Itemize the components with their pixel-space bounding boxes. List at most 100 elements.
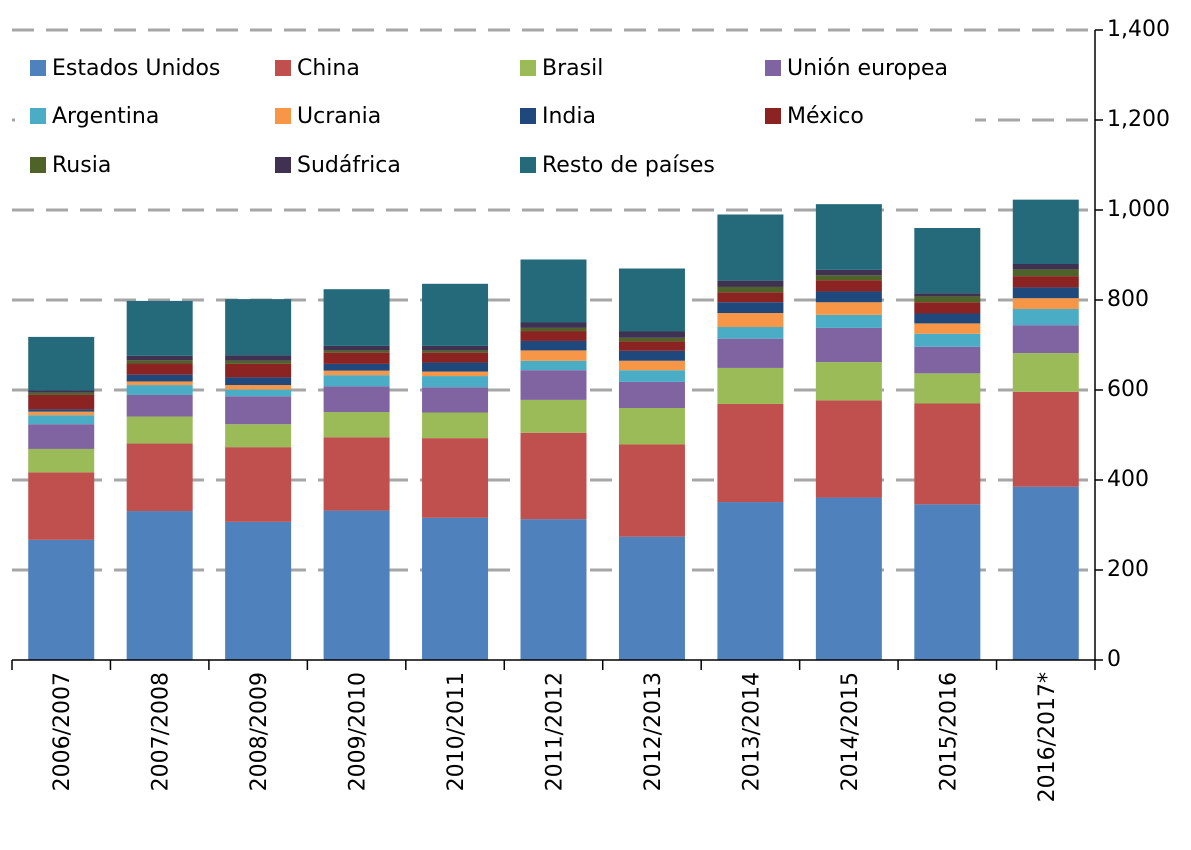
bar-segment (323, 370, 390, 376)
y-tick-label: 0 (1107, 647, 1121, 672)
legend-label: China (297, 56, 360, 81)
bar-segment (1012, 486, 1079, 660)
bar-segment (323, 350, 390, 353)
bar-segment (28, 411, 95, 416)
bar-segment (126, 360, 193, 364)
bar-segment (815, 275, 882, 281)
bar-segment (618, 360, 685, 371)
bar-segment (914, 228, 981, 294)
bar-segment (225, 389, 292, 397)
bar-segment (815, 269, 882, 276)
bar-segment (1012, 353, 1079, 392)
bar-segment (1012, 199, 1079, 264)
x-tick-label: 2009/2010 (346, 672, 371, 791)
bar-segment (1012, 325, 1079, 354)
bar-segment (717, 286, 784, 293)
bar-segment (520, 327, 587, 332)
legend-label: Estados Unidos (52, 56, 220, 81)
bar-segment (1012, 269, 1079, 277)
bar-segment (815, 400, 882, 498)
bar-segment (225, 385, 292, 390)
bar-segment (618, 341, 685, 351)
bar-segment (422, 387, 489, 413)
bar-segment (126, 374, 193, 382)
bar-segment (520, 370, 587, 400)
bar-segment (815, 314, 882, 328)
x-tick-label: 2011/2012 (543, 672, 568, 791)
bar-segment (323, 289, 390, 346)
bar-segment (618, 444, 685, 537)
bar-segment (323, 386, 390, 413)
bar-segment (815, 291, 882, 303)
legend-swatch (520, 108, 536, 124)
bar-segment (815, 327, 882, 363)
bar-segment (422, 438, 489, 518)
bar-segment (422, 352, 489, 363)
bar-segment (422, 345, 489, 351)
x-tick-label: 2014/2015 (838, 672, 863, 791)
legend-label: Sudáfrica (297, 153, 401, 178)
bar-segment (126, 300, 193, 356)
bar-segment (914, 296, 981, 303)
bar-segment (520, 432, 587, 520)
bar-segment (520, 519, 587, 660)
legend-swatch (275, 157, 291, 173)
x-tick-label: 2013/2014 (739, 672, 764, 791)
bar-segment (914, 313, 981, 324)
bar-segment (1012, 309, 1079, 326)
bar-segment (618, 536, 685, 660)
y-tick-label: 1,400 (1107, 17, 1170, 42)
bar-segment (717, 302, 784, 314)
bar-segment (422, 362, 489, 372)
y-tick-label: 200 (1107, 557, 1149, 582)
bar-segment (520, 340, 587, 351)
bar-segment (815, 280, 882, 292)
legend-label: Brasil (542, 56, 603, 81)
bar-segment (618, 337, 685, 342)
bar-segment (422, 412, 489, 439)
legend-background (15, 45, 975, 190)
bar-segment (914, 302, 981, 314)
legend-swatch (765, 60, 781, 76)
bar-segment (1012, 276, 1079, 288)
bar-segment (520, 350, 587, 361)
bar-segment (126, 511, 193, 660)
bar-segment (914, 346, 981, 374)
bar-segment (225, 363, 292, 378)
bar-segment (28, 409, 95, 412)
legend-label: Unión europea (787, 56, 948, 81)
bar-segment (717, 327, 784, 339)
bar-segment (717, 367, 784, 404)
y-tick-label: 1,200 (1107, 107, 1170, 132)
bar-segment (618, 268, 685, 332)
x-tick-label: 2008/2009 (247, 672, 272, 791)
bar-segment (1012, 287, 1079, 299)
bar-segment (225, 521, 292, 660)
bar-segment (717, 338, 784, 368)
x-tick-label: 2012/2013 (641, 672, 666, 791)
bar-segment (520, 331, 587, 341)
x-tick-label: 2010/2011 (444, 672, 469, 791)
bar-segment (225, 360, 292, 364)
bar-segment (717, 502, 784, 660)
bar-segment (422, 376, 489, 388)
bar-segment (815, 362, 882, 401)
bar-segment (815, 497, 882, 660)
bar-segment (1012, 391, 1079, 487)
bar-segment (126, 416, 193, 444)
bar-segment (914, 373, 981, 404)
bar-segment (618, 381, 685, 408)
legend-swatch (765, 108, 781, 124)
bar-segment (618, 370, 685, 382)
bar-segment (815, 204, 882, 270)
legend-swatch (520, 157, 536, 173)
x-tick-label: 2015/2016 (936, 672, 961, 791)
bar-segment (422, 283, 489, 346)
bar-segment (126, 385, 193, 395)
bar-segment (1012, 264, 1079, 270)
legend-swatch (275, 108, 291, 124)
bar-segment (28, 394, 95, 410)
y-tick-label: 400 (1107, 467, 1149, 492)
bar-segment (28, 448, 95, 473)
bar-segment (914, 504, 981, 660)
